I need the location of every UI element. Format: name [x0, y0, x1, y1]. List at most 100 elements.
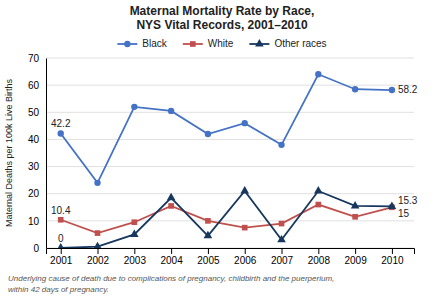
- series-point: [277, 235, 286, 242]
- series-point: [168, 203, 174, 209]
- x-tick: 2010: [381, 248, 404, 266]
- series-point: [242, 225, 248, 231]
- legend-label: Other races: [274, 38, 326, 49]
- legend-swatch-marker: [255, 39, 264, 46]
- x-tick-label: 2004: [160, 255, 183, 266]
- y-tick: 30: [28, 161, 46, 172]
- legend-label: White: [208, 38, 234, 49]
- series-point: [131, 104, 137, 110]
- x-tick-mark: [98, 248, 99, 254]
- series-point: [93, 242, 102, 248]
- y-tick: 20: [28, 188, 46, 199]
- y-axis-title: Maternal Deaths per 100k Live Births: [4, 78, 14, 227]
- series-line: [61, 74, 392, 183]
- y-tick-label: 40: [28, 134, 40, 145]
- x-tick-label: 2005: [197, 255, 220, 266]
- series-point: [58, 130, 64, 136]
- y-tick-label: 70: [28, 53, 40, 64]
- x-tick: 2001: [50, 248, 73, 266]
- legend-swatch-marker: [190, 41, 196, 47]
- series-point: [315, 71, 321, 77]
- series-point: [240, 186, 249, 193]
- grid-line: [46, 139, 414, 140]
- x-tick: 2008: [308, 248, 331, 266]
- legend-label: Black: [142, 38, 167, 49]
- x-tick-label: 2001: [50, 255, 73, 266]
- footnote: within 42 days of pregnancy.: [8, 285, 109, 294]
- series-point: [205, 218, 211, 224]
- x-tick: 2003: [124, 248, 147, 266]
- x-tick-label: 2006: [234, 255, 257, 266]
- x-tick-label: 2003: [124, 255, 147, 266]
- series-point: [130, 229, 139, 236]
- x-tick: 2006: [234, 248, 257, 266]
- x-tick-mark: [171, 248, 172, 254]
- x-tick-mark: [355, 248, 356, 254]
- series-point: [279, 221, 285, 227]
- x-tick-mark: [61, 248, 62, 254]
- grid-line: [46, 58, 414, 59]
- series-point: [168, 108, 174, 114]
- grid-line: [46, 220, 414, 221]
- y-tick-label: 30: [28, 161, 40, 172]
- x-tick: 2002: [87, 248, 110, 266]
- y-tick-label: 10: [28, 216, 40, 227]
- annotation: 42.2: [51, 118, 71, 129]
- x-tick-mark: [318, 248, 319, 254]
- annotation: 15: [398, 208, 410, 219]
- series-point: [351, 201, 360, 208]
- series-point: [167, 193, 176, 200]
- y-tick: 0: [33, 243, 46, 254]
- x-axis-line: [47, 249, 415, 255]
- y-tick-label: 0: [33, 243, 39, 254]
- subtitle: NYS Vital Records, 2001–2010: [136, 18, 308, 32]
- series-point: [95, 230, 101, 236]
- x-tick: 2009: [344, 248, 367, 266]
- x-tick-label: 2007: [271, 255, 294, 266]
- y-axis-line: [46, 59, 47, 249]
- y-tick-label: 20: [28, 188, 40, 199]
- series-point: [278, 142, 284, 148]
- x-tick-mark: [134, 248, 135, 254]
- x-tick: 2007: [271, 248, 294, 266]
- legend-item: White: [183, 38, 234, 49]
- series-point: [131, 219, 137, 225]
- legend-item: Black: [117, 38, 167, 49]
- series-point: [204, 231, 213, 238]
- series-point: [352, 86, 358, 92]
- x-tick-mark: [245, 248, 246, 254]
- x-tick-mark: [208, 248, 209, 254]
- grid: [46, 58, 414, 248]
- grid-line: [46, 166, 414, 167]
- annotation: 0: [58, 233, 64, 244]
- series-point: [205, 131, 211, 137]
- y-tick-label: 60: [28, 80, 40, 91]
- series-point: [315, 202, 321, 208]
- x-tick-label: 2002: [87, 255, 110, 266]
- x-tick-mark: [392, 248, 393, 254]
- y-tick: 70: [28, 53, 46, 64]
- series-line: [61, 191, 392, 248]
- series-point: [389, 87, 395, 93]
- chart: Maternal Mortality Rate by Race,NYS Vita…: [0, 0, 444, 300]
- series-point: [352, 214, 358, 220]
- grid-line: [46, 193, 414, 194]
- y-tick: 60: [28, 80, 46, 91]
- series-point: [94, 180, 100, 186]
- marks: [56, 71, 396, 248]
- annotation: 58.2: [398, 84, 418, 95]
- annotation: 10.4: [51, 205, 71, 216]
- plot: 2001200220032004200520062007200820092010…: [4, 53, 418, 266]
- title: Maternal Mortality Rate by Race,: [130, 4, 315, 18]
- x-tick-mark: [282, 248, 283, 254]
- y-tick: 10: [28, 216, 46, 227]
- series-point: [58, 217, 64, 223]
- legend-swatch-marker: [124, 41, 130, 47]
- grid-line: [46, 112, 414, 113]
- legend-item: Other races: [249, 38, 326, 49]
- grid-line: [46, 85, 414, 86]
- legend: Black White Other races: [117, 38, 326, 49]
- annotation: 15.3: [398, 195, 418, 206]
- x-tick-label: 2010: [381, 255, 404, 266]
- x-tick-label: 2008: [308, 255, 331, 266]
